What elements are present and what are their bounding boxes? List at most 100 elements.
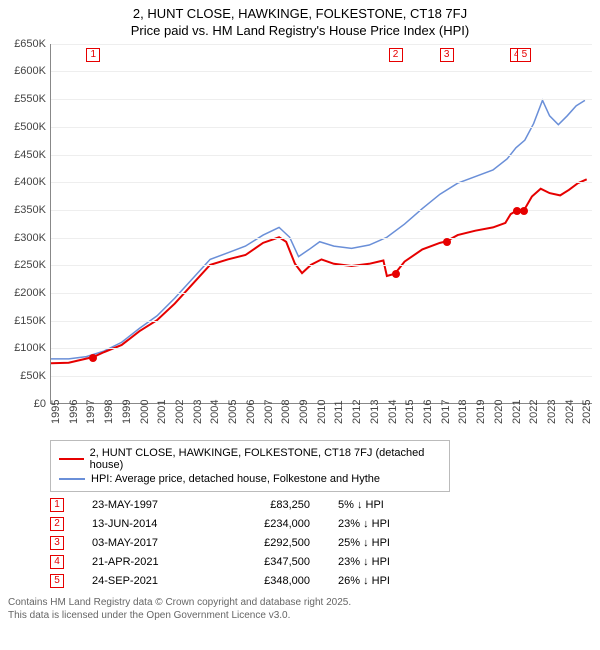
y-tick-label: £150K [14, 315, 46, 327]
x-tick-label: 2020 [493, 399, 505, 423]
sale-delta: 23% ↓ HPI [338, 556, 438, 568]
sales-table: 1 23-MAY-1997 £83,250 5% ↓ HPI 2 13-JUN-2014 £… [50, 498, 592, 588]
gridline [51, 44, 592, 45]
sale-delta: 23% ↓ HPI [338, 518, 438, 530]
sale-marker [392, 270, 400, 278]
gridline [51, 210, 592, 211]
x-tick-label: 2001 [156, 399, 168, 423]
x-tick-label: 1999 [121, 399, 133, 423]
y-tick-label: £600K [14, 65, 46, 77]
sale-num: 3 [50, 536, 64, 550]
title-line-2: Price paid vs. HM Land Registry's House … [8, 23, 592, 40]
sale-marker [89, 354, 97, 362]
x-tick-label: 1997 [85, 399, 97, 423]
sale-date: 13-JUN-2014 [92, 518, 202, 530]
sale-number-box: 1 [86, 48, 100, 62]
gridline [51, 321, 592, 322]
y-tick-label: £50K [20, 370, 46, 382]
x-tick-label: 2002 [174, 399, 186, 423]
sale-delta: 5% ↓ HPI [338, 499, 438, 511]
x-tick-label: 2018 [457, 399, 469, 423]
y-tick-label: £400K [14, 176, 46, 188]
sale-num: 4 [50, 555, 64, 569]
gridline [51, 99, 592, 100]
x-tick-label: 2022 [528, 399, 540, 423]
x-tick-label: 2023 [546, 399, 558, 423]
sale-delta: 26% ↓ HPI [338, 575, 438, 587]
y-tick-label: £350K [14, 204, 46, 216]
sale-price: £292,500 [230, 537, 310, 549]
x-tick-label: 2008 [280, 399, 292, 423]
y-tick-label: £250K [14, 259, 46, 271]
sale-price: £83,250 [230, 499, 310, 511]
x-tick-label: 1998 [103, 399, 115, 423]
x-tick-label: 2007 [263, 399, 275, 423]
y-tick-label: £550K [14, 93, 46, 105]
y-tick-label: £650K [14, 38, 46, 50]
x-tick-label: 2013 [369, 399, 381, 423]
y-tick-label: £500K [14, 121, 46, 133]
sale-num: 5 [50, 574, 64, 588]
plot-region: 12345 [50, 44, 592, 404]
sale-price: £347,500 [230, 556, 310, 568]
x-tick-label: 2017 [440, 399, 452, 423]
sales-row: 4 21-APR-2021 £347,500 23% ↓ HPI [50, 555, 592, 569]
chart-container: 2, HUNT CLOSE, HAWKINGE, FOLKESTONE, CT1… [0, 0, 600, 630]
y-tick-label: £0 [34, 398, 46, 410]
sale-number-box: 3 [440, 48, 454, 62]
sale-date: 03-MAY-2017 [92, 537, 202, 549]
x-tick-label: 2009 [298, 399, 310, 423]
footer: Contains HM Land Registry data © Crown c… [8, 596, 592, 622]
footer-line-2: This data is licensed under the Open Gov… [8, 609, 592, 622]
sales-row: 1 23-MAY-1997 £83,250 5% ↓ HPI [50, 498, 592, 512]
sale-num: 1 [50, 498, 64, 512]
x-tick-label: 2005 [227, 399, 239, 423]
legend-swatch-price [59, 458, 84, 460]
gridline [51, 127, 592, 128]
x-tick-label: 1995 [50, 399, 62, 423]
sale-date: 24-SEP-2021 [92, 575, 202, 587]
y-tick-label: £300K [14, 232, 46, 244]
sale-marker [443, 238, 451, 246]
sale-delta: 25% ↓ HPI [338, 537, 438, 549]
chart-area: £0 £50K £100K £150K £200K £250K £300K £350K £400… [8, 44, 592, 434]
y-axis-labels: £0£50K£100K£150K£200K£250K£300K£350K£400… [8, 44, 50, 404]
title-line-1: 2, HUNT CLOSE, HAWKINGE, FOLKESTONE, CT1… [8, 6, 592, 23]
gridline [51, 348, 592, 349]
x-tick-label: 2021 [511, 399, 523, 423]
x-tick-label: 2004 [209, 399, 221, 423]
gridline [51, 155, 592, 156]
y-tick-label: £200K [14, 287, 46, 299]
x-tick-label: 2015 [404, 399, 416, 423]
x-tick-label: 2019 [475, 399, 487, 423]
x-axis-labels: 1995199619971998199920002001200220032004… [50, 404, 592, 434]
gridline [51, 293, 592, 294]
x-tick-label: 2024 [564, 399, 576, 423]
legend-swatch-hpi [59, 478, 85, 480]
legend-label-price: 2, HUNT CLOSE, HAWKINGE, FOLKESTONE, CT1… [90, 447, 441, 471]
legend-row-price: 2, HUNT CLOSE, HAWKINGE, FOLKESTONE, CT1… [59, 447, 441, 471]
sale-num: 2 [50, 517, 64, 531]
sales-row: 5 24-SEP-2021 £348,000 26% ↓ HPI [50, 574, 592, 588]
y-tick-label: £450K [14, 149, 46, 161]
gridline [51, 71, 592, 72]
x-tick-label: 2012 [351, 399, 363, 423]
x-tick-label: 2000 [139, 399, 151, 423]
x-tick-label: 2011 [333, 400, 345, 424]
x-tick-label: 2010 [316, 399, 328, 423]
x-tick-label: 1996 [68, 399, 80, 423]
sale-number-box: 5 [517, 48, 531, 62]
y-tick-label: £100K [14, 342, 46, 354]
x-tick-label: 2003 [192, 399, 204, 423]
sale-marker [520, 207, 528, 215]
sale-date: 23-MAY-1997 [92, 499, 202, 511]
sale-number-box: 2 [389, 48, 403, 62]
legend-label-hpi: HPI: Average price, detached house, Folk… [91, 473, 380, 485]
sale-price: £234,000 [230, 518, 310, 530]
x-tick-label: 2016 [422, 399, 434, 423]
sale-price: £348,000 [230, 575, 310, 587]
sales-row: 3 03-MAY-2017 £292,500 25% ↓ HPI [50, 536, 592, 550]
sale-date: 21-APR-2021 [92, 556, 202, 568]
x-tick-label: 2006 [245, 399, 257, 423]
gridline [51, 265, 592, 266]
